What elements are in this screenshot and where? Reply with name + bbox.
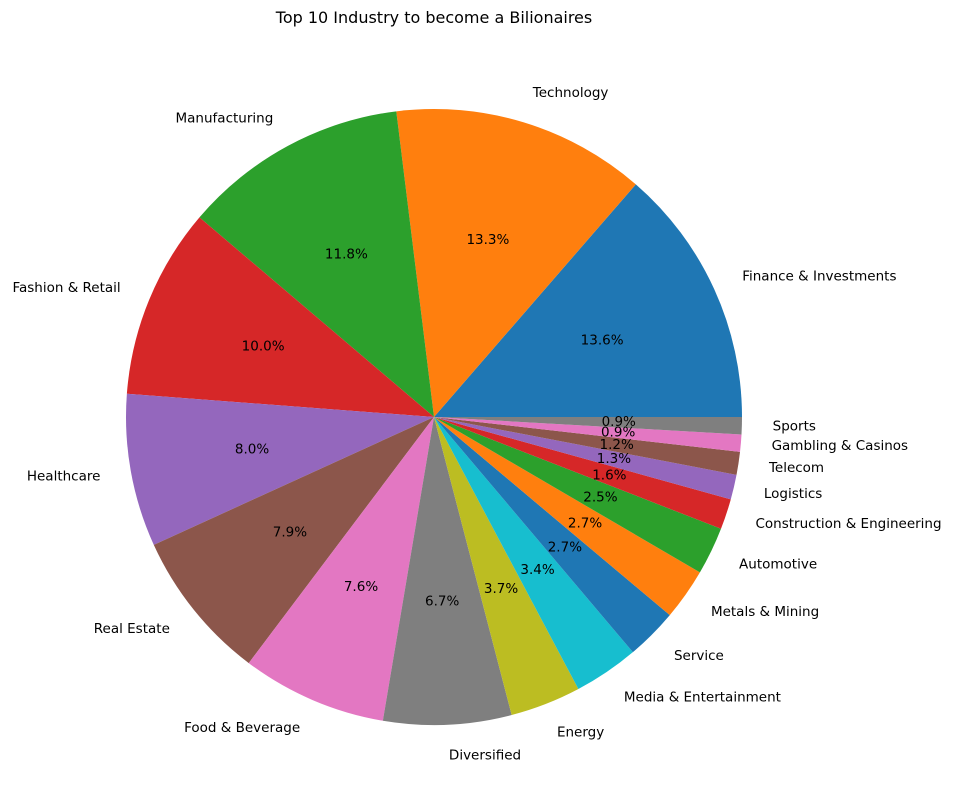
pie-slice-energy: [434, 417, 579, 716]
slice-label-healthcare: Healthcare: [27, 468, 101, 484]
slice-label-finance-and-investments: Finance & Investments: [742, 268, 896, 284]
pct-label-energy: 3.7%: [484, 581, 518, 597]
pct-label-telecom: 1.2%: [600, 437, 634, 453]
slice-label-media-and-entertainment: Media & Entertainment: [624, 690, 781, 706]
pct-label-finance-and-investments: 13.6%: [581, 332, 624, 348]
slice-label-manufacturing: Manufacturing: [176, 111, 274, 127]
pct-label-fashion-and-retail: 10.0%: [242, 339, 285, 355]
slice-label-metals-and-mining: Metals & Mining: [711, 604, 819, 620]
pie-slice-service: [434, 417, 670, 653]
pie-slice-gambling-and-casinos: [434, 417, 742, 452]
slice-label-service: Service: [674, 648, 724, 664]
slice-label-technology: Technology: [532, 85, 609, 101]
pct-label-automotive: 2.5%: [583, 489, 617, 505]
pie-slice-finance-and-investments: [434, 184, 742, 417]
pie-slice-sports: [434, 417, 742, 435]
slice-label-fashion-and-retail: Fashion & Retail: [12, 280, 120, 296]
slice-label-energy: Energy: [557, 725, 604, 741]
pie-slice-technology: [396, 108, 636, 417]
pct-label-gambling-and-casinos: 0.9%: [601, 425, 635, 441]
pie-slice-manufacturing: [199, 111, 434, 417]
pct-label-logistics: 1.3%: [597, 451, 631, 467]
pct-label-healthcare: 8.0%: [235, 441, 269, 457]
pie-slice-logistics: [434, 417, 737, 500]
pie-slice-fashion-and-retail: [126, 217, 434, 417]
slice-label-construction-and-engineering: Construction & Engineering: [755, 516, 941, 532]
pct-label-manufacturing: 11.8%: [325, 246, 368, 262]
slice-label-automotive: Automotive: [739, 556, 817, 572]
pie-slice-real-estate: [153, 417, 434, 664]
pie-slice-food-and-beverage: [248, 417, 434, 721]
pie-slice-metals-and-mining: [434, 417, 700, 616]
pct-label-food-and-beverage: 7.6%: [344, 579, 378, 595]
pct-label-real-estate: 7.9%: [273, 525, 307, 541]
slice-label-sports: Sports: [773, 419, 816, 435]
pie-slice-telecom: [434, 417, 741, 475]
pie-slice-construction-and-engineering: [434, 417, 731, 529]
slice-label-gambling-and-casinos: Gambling & Casinos: [772, 438, 909, 454]
pie-slice-automotive: [434, 417, 721, 573]
pct-label-metals-and-mining: 2.7%: [568, 515, 602, 531]
slice-label-telecom: Telecom: [768, 460, 824, 476]
pct-label-diversified: 6.7%: [425, 594, 459, 610]
labels-layer: Finance & Investments 13.6% Technology 13.3…: [12, 85, 941, 764]
slices-layer: [126, 108, 742, 725]
pct-label-sports: 0.9%: [602, 414, 636, 430]
slice-label-logistics: Logistics: [764, 486, 822, 502]
pie-slice-healthcare: [126, 393, 435, 545]
pct-label-media-and-entertainment: 3.4%: [520, 562, 554, 578]
slice-label-diversified: Diversified: [449, 747, 521, 763]
pie-slice-diversified: [382, 417, 512, 725]
pct-label-construction-and-engineering: 1.6%: [592, 467, 626, 483]
slice-label-real-estate: Real Estate: [94, 621, 170, 637]
pct-label-technology: 13.3%: [466, 232, 509, 248]
pct-label-service: 2.7%: [548, 539, 582, 555]
slice-label-food-and-beverage: Food & Beverage: [184, 720, 300, 736]
pie-slice-media-and-entertainment: [434, 417, 633, 690]
chart-title: Top 10 Industry to become a Bilionaires: [275, 8, 592, 27]
